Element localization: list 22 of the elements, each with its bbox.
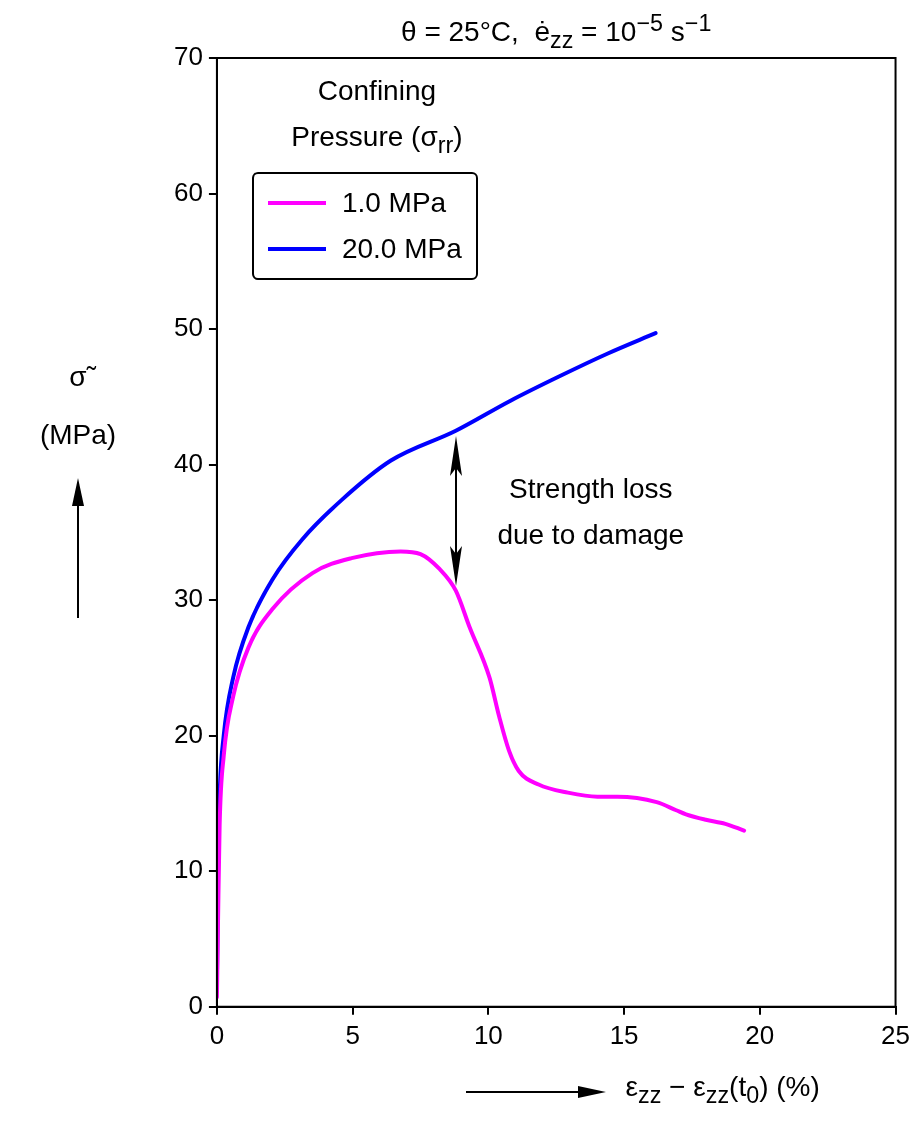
y-tick-label: 50: [174, 312, 203, 343]
x-tick-label: 25: [881, 1019, 910, 1050]
y-tick-label: 40: [174, 447, 203, 478]
annotation: Strength loss due to damage: [496, 471, 686, 552]
x-tick-label: 5: [345, 1019, 360, 1050]
legend-label: 20.0 MPa: [341, 231, 462, 266]
y-tick-label: 20: [174, 718, 203, 749]
x-tick-label: 15: [609, 1019, 639, 1050]
chart-title: θ = 25°C, ė$_{zz}$ = 10$^{−5}$ s$^{−1}$: [400, 10, 713, 54]
y-axis-title: σ̃ (MPa): [38, 360, 118, 452]
y-tick-label: 30: [174, 583, 203, 614]
y-tick-label: 60: [174, 176, 203, 207]
x-tick-label: 10: [473, 1019, 503, 1050]
x-axis-title: ε$_{zz}$ − ε$_{zz}$(t$_{0}$) (%): [625, 1070, 820, 1109]
y-tick-label: 0: [188, 989, 203, 1020]
x-tick-label: 0: [209, 1019, 225, 1050]
legend-title: Confining Pressure (σ$_{rr}$): [290, 74, 464, 160]
y-tick-label: 10: [174, 854, 203, 885]
y-tick-label: 70: [174, 41, 203, 72]
x-tick-label: 20: [745, 1019, 775, 1050]
legend-label: 1.0 MPa: [341, 185, 447, 220]
line-series: [216, 549, 747, 1000]
